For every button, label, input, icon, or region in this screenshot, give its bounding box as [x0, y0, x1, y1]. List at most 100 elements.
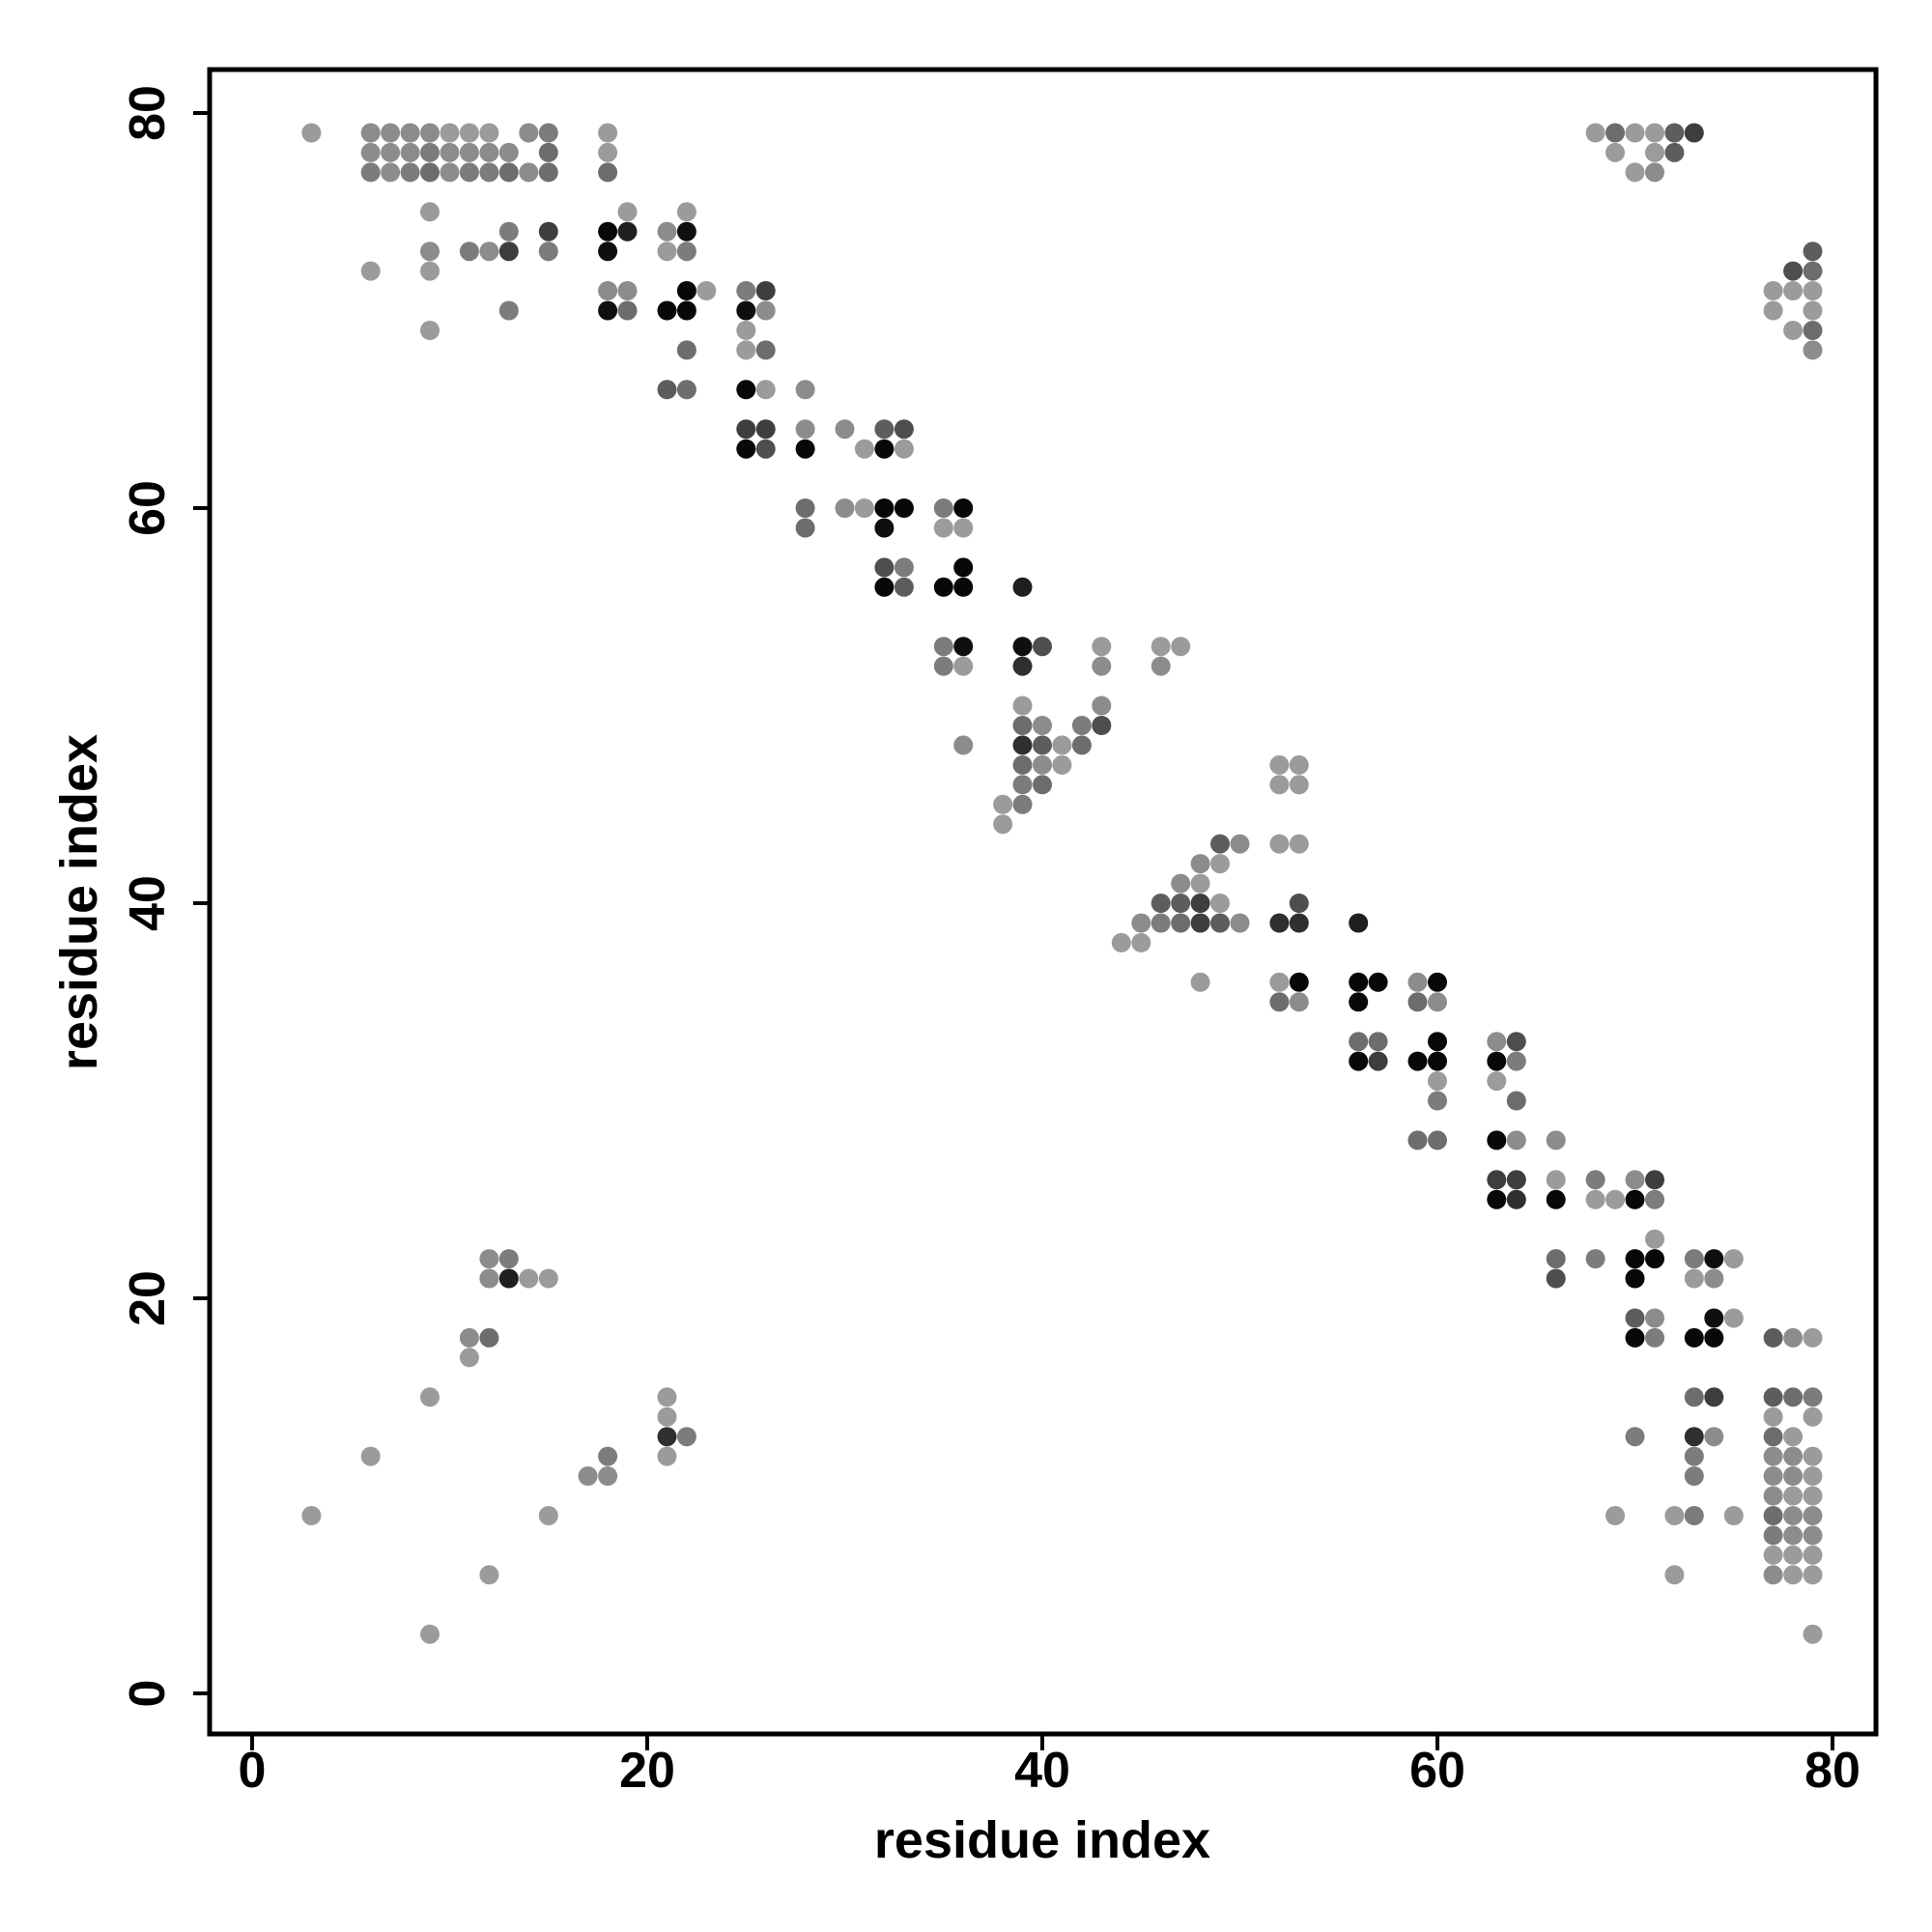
- data-point: [1605, 1189, 1625, 1209]
- points-layer: [301, 123, 1823, 1644]
- data-point: [1763, 1406, 1783, 1427]
- data-point: [933, 518, 953, 538]
- data-point: [479, 1327, 499, 1348]
- data-point: [953, 656, 974, 676]
- data-point: [538, 123, 558, 143]
- data-point: [874, 577, 895, 597]
- data-point: [1763, 1466, 1783, 1486]
- data-point: [1763, 300, 1783, 321]
- data-point: [933, 637, 953, 657]
- data-point: [835, 419, 855, 440]
- data-point: [360, 142, 381, 162]
- data-point: [459, 162, 479, 183]
- data-point: [1368, 972, 1388, 992]
- data-point: [1487, 1071, 1507, 1092]
- data-point: [1052, 735, 1072, 755]
- data-point: [1487, 1051, 1507, 1071]
- data-point: [1171, 873, 1191, 894]
- data-point: [1763, 1506, 1783, 1525]
- data-point: [519, 123, 539, 143]
- data-point: [1171, 894, 1191, 913]
- data-point: [657, 380, 677, 400]
- data-point: [1289, 913, 1309, 933]
- data-point: [1704, 1387, 1724, 1407]
- data-point: [538, 162, 558, 183]
- data-point: [1092, 696, 1112, 716]
- data-point: [1428, 1071, 1447, 1092]
- data-point: [1546, 1189, 1566, 1209]
- data-point: [755, 340, 776, 360]
- data-point: [1625, 123, 1645, 143]
- data-point: [578, 1466, 598, 1486]
- data-point: [1506, 1170, 1526, 1190]
- data-point: [1151, 656, 1171, 676]
- data-point: [676, 281, 696, 300]
- data-point: [1803, 1446, 1823, 1466]
- data-point: [1407, 972, 1428, 992]
- data-point: [1407, 1130, 1428, 1151]
- data-point: [1190, 913, 1210, 933]
- data-point: [1763, 1327, 1783, 1348]
- data-point: [1625, 1170, 1645, 1190]
- y-tick-label: 40: [120, 875, 176, 931]
- data-point: [874, 518, 895, 538]
- data-point: [1625, 1427, 1645, 1447]
- data-point: [1428, 972, 1447, 992]
- data-point: [1605, 1506, 1625, 1525]
- data-point: [1783, 1525, 1804, 1546]
- data-point: [835, 498, 855, 518]
- data-point: [598, 142, 618, 162]
- data-point: [301, 123, 322, 143]
- data-point: [360, 123, 381, 143]
- data-point: [598, 221, 618, 242]
- data-point: [894, 498, 914, 518]
- data-point: [1546, 1268, 1566, 1289]
- data-point: [498, 242, 519, 262]
- data-point: [1585, 1249, 1605, 1269]
- data-point: [1428, 992, 1447, 1012]
- data-point: [953, 735, 974, 755]
- data-point: [1704, 1327, 1724, 1348]
- data-point: [1625, 1308, 1645, 1328]
- data-point: [1783, 1387, 1804, 1407]
- data-point: [1012, 656, 1033, 676]
- data-point: [1605, 142, 1625, 162]
- data-point: [1645, 1308, 1664, 1328]
- data-point: [1783, 1565, 1804, 1585]
- data-point: [459, 242, 479, 262]
- data-point: [1803, 281, 1823, 300]
- data-point: [1428, 1051, 1447, 1071]
- data-point: [755, 419, 776, 440]
- data-point: [1625, 1189, 1645, 1209]
- data-point: [854, 498, 874, 518]
- data-point: [1092, 716, 1112, 735]
- data-point: [1349, 972, 1369, 992]
- data-point: [1230, 913, 1250, 933]
- data-point: [459, 1348, 479, 1368]
- data-point: [1012, 716, 1033, 735]
- data-point: [894, 557, 914, 578]
- data-point: [420, 123, 440, 143]
- data-point: [1783, 1327, 1804, 1348]
- data-point: [1171, 637, 1191, 657]
- data-point: [1269, 972, 1290, 992]
- data-point: [1151, 637, 1171, 657]
- data-point: [676, 1427, 696, 1447]
- data-point: [894, 419, 914, 440]
- data-point: [479, 1268, 499, 1289]
- data-point: [1684, 1387, 1704, 1407]
- data-point: [598, 1446, 618, 1466]
- data-point: [755, 281, 776, 300]
- data-point: [1803, 1327, 1823, 1348]
- data-point: [598, 1466, 618, 1486]
- data-point: [617, 300, 638, 321]
- data-point: [1506, 1189, 1526, 1209]
- data-point: [1210, 894, 1230, 913]
- data-point: [953, 557, 974, 578]
- data-point: [1349, 1051, 1369, 1071]
- data-point: [1269, 754, 1290, 775]
- data-point: [1012, 775, 1033, 795]
- data-point: [676, 202, 696, 222]
- data-point: [598, 242, 618, 262]
- data-point: [1684, 1446, 1704, 1466]
